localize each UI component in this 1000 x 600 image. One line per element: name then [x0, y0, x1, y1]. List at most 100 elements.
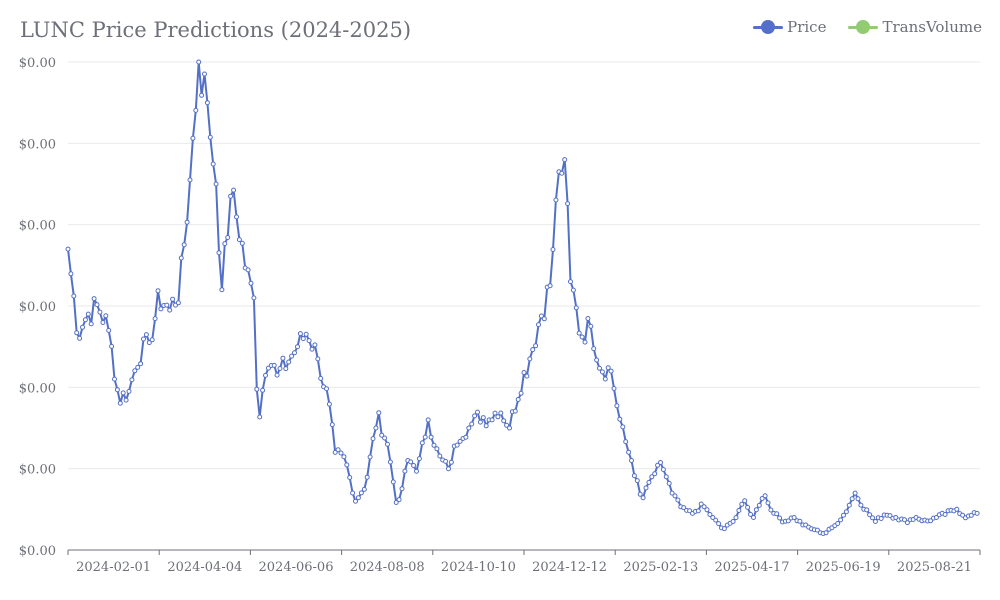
price-point: [286, 359, 292, 365]
price-point: [713, 517, 719, 523]
price-point: [80, 324, 85, 330]
price-point: [338, 450, 344, 456]
price-point: [318, 375, 324, 381]
price-point: [82, 317, 88, 323]
legend-item-transvolume[interactable]: TransVolume: [848, 18, 982, 36]
price-point: [541, 316, 547, 322]
price-point: [570, 287, 576, 293]
y-tick-label: $0.00: [19, 463, 56, 478]
price-point: [347, 475, 353, 480]
price-point: [222, 241, 228, 247]
y-tick-label: $0.00: [19, 56, 56, 71]
price-point: [617, 416, 623, 422]
price-point: [753, 507, 759, 513]
price-point: [878, 516, 884, 521]
price-point: [681, 505, 687, 511]
legend-label-price: Price: [787, 18, 827, 36]
price-point: [135, 364, 141, 370]
price-point: [721, 526, 727, 532]
price-point: [411, 463, 417, 468]
price-point: [364, 474, 370, 480]
price-point: [437, 453, 443, 459]
price-point: [475, 409, 480, 415]
price-point: [492, 410, 498, 416]
price-point: [518, 390, 524, 396]
price-point: [353, 498, 358, 504]
price-point: [443, 458, 449, 464]
price-point: [425, 417, 431, 423]
price-point: [576, 330, 582, 336]
price-point: [434, 446, 440, 452]
price-point: [751, 515, 756, 520]
price-point: [480, 415, 486, 421]
price-point: [207, 134, 213, 140]
price-point: [91, 296, 97, 302]
x-tick-label: 2024-08-08: [350, 560, 425, 575]
price-point: [416, 456, 422, 462]
price-point: [300, 336, 306, 342]
price-point: [663, 474, 669, 480]
price-point: [605, 365, 611, 371]
price-point: [777, 515, 783, 521]
price-point: [341, 454, 347, 460]
price-point: [687, 508, 693, 514]
x-tick-label: 2024-06-06: [259, 560, 334, 575]
price-point: [588, 323, 594, 329]
price-point: [454, 442, 460, 448]
price-point: [152, 316, 158, 322]
price-point: [835, 521, 841, 526]
price-point: [248, 280, 254, 286]
price-point: [933, 515, 939, 520]
price-point: [303, 331, 309, 337]
price-point: [791, 515, 797, 520]
price-point: [733, 515, 739, 521]
price-point: [106, 327, 112, 333]
price-point: [629, 458, 634, 463]
price-point: [870, 515, 875, 521]
price-point: [666, 480, 672, 486]
price-point: [573, 305, 579, 311]
price-point: [495, 414, 501, 420]
price-point: [143, 332, 149, 338]
y-tick-label: $0.00: [19, 544, 56, 559]
price-point: [524, 373, 530, 379]
price-point: [602, 376, 608, 382]
price-point: [120, 390, 126, 396]
price-point: [841, 512, 846, 518]
price-point: [245, 267, 251, 273]
price-line: [67, 61, 978, 535]
price-point: [283, 366, 289, 372]
price-point: [315, 356, 321, 362]
price-point: [274, 372, 280, 378]
price-point: [187, 177, 193, 183]
price-point: [646, 479, 652, 485]
price-point: [399, 486, 405, 492]
price-point: [974, 510, 980, 516]
price-point: [562, 157, 568, 163]
price-point: [210, 161, 216, 167]
price-point: [864, 507, 870, 513]
legend-item-price[interactable]: Price: [753, 18, 826, 36]
price-point: [643, 485, 649, 491]
price-point: [309, 346, 315, 352]
price-point: [742, 498, 748, 504]
price-point: [448, 459, 454, 465]
price-point: [608, 368, 614, 374]
price-point: [114, 387, 120, 393]
price-point: [466, 425, 472, 431]
price-point: [501, 418, 507, 424]
price-point: [695, 508, 701, 514]
price-point: [649, 474, 655, 480]
price-point: [225, 235, 231, 240]
price-point: [599, 369, 605, 375]
x-tick-label: 2025-02-13: [623, 560, 698, 575]
price-point: [277, 366, 283, 371]
price-point: [350, 490, 356, 496]
price-point: [660, 467, 666, 472]
price-point: [785, 518, 791, 524]
price-point: [306, 338, 312, 344]
price-point: [756, 502, 762, 508]
price-point: [193, 107, 199, 113]
price-point: [568, 279, 573, 285]
